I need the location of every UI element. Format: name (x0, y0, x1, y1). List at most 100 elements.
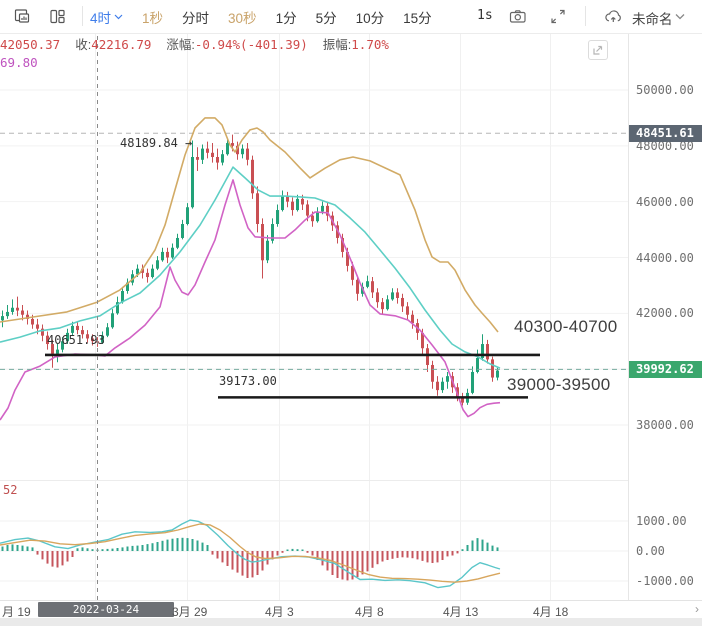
crosshair-date-tooltip: 2022-03-24 00:00:00 (38, 602, 174, 631)
candle-body (251, 159, 254, 194)
cloud-save-icon[interactable] (603, 7, 622, 26)
candle-body (291, 201, 294, 211)
candle-body (136, 268, 139, 275)
candle-body (1, 316, 4, 321)
x-axis-label: 4月 3 (265, 605, 294, 619)
candle-body (261, 224, 264, 261)
candle-body (446, 376, 449, 382)
y-axis-tick: 50000.00 (636, 83, 694, 97)
candle-body (496, 370, 499, 378)
candle-body (311, 215, 314, 222)
dif-line (0, 519, 501, 589)
chart-window-icon[interactable] (13, 7, 32, 26)
chevron-down-icon (114, 14, 123, 20)
candle-body (21, 310, 24, 315)
indicator-axis-tick: -1000.00 (636, 574, 694, 588)
timeframe-button-15分[interactable]: 15分 (403, 7, 432, 27)
candle-body (146, 272, 149, 278)
timeframe-button-10分[interactable]: 10分 (356, 7, 385, 27)
timeframe-label: 1分 (275, 10, 297, 26)
candle-body (286, 196, 289, 202)
resolution-label: 1s (477, 8, 493, 23)
candle-body (116, 302, 119, 314)
candle-body (256, 193, 259, 224)
fullscreen-icon[interactable] (548, 7, 567, 26)
candle-body (66, 332, 69, 342)
bottom-scroll-strip[interactable] (0, 618, 702, 626)
timeframe-button-30秒[interactable]: 30秒 (228, 7, 257, 27)
candle-body (156, 260, 159, 269)
change-field: 涨幅:-0.94%(-401.39) (166, 36, 307, 54)
marked-level-badge: 48451.61 (629, 125, 702, 143)
candle-body (491, 359, 494, 378)
candle-body (176, 237, 179, 248)
candle-body (376, 292, 379, 303)
candle-body (101, 335, 104, 343)
screenshot-camera-icon[interactable] (508, 7, 527, 26)
close-label: 收: (75, 38, 92, 52)
layout-name-button[interactable]: 未命名 (632, 8, 673, 28)
timeframe-label: 分时 (182, 10, 210, 26)
time-axis[interactable]: 2022-03-24 00:00:00 › 月 19 3月 29 4月 3 4月 8 4… (0, 600, 702, 631)
close-field: 收:42216.79 (75, 36, 151, 54)
indicator-axis-tick: 1000.00 (636, 514, 687, 528)
x-axis-label: 月 19 (2, 605, 31, 619)
chevron-down-icon[interactable] (675, 13, 694, 32)
candle-body (191, 157, 194, 208)
timeframe-button-1分[interactable]: 1分 (276, 7, 297, 27)
scroll-right-icon[interactable]: › (695, 602, 699, 616)
close-value: 42216.79 (91, 37, 152, 52)
timeframe-button-1秒[interactable]: 1秒 (142, 7, 163, 27)
timeframe-label: 10分 (355, 10, 385, 26)
candle-body (111, 313, 114, 328)
candle-body (226, 143, 229, 155)
popout-icon[interactable] (588, 40, 608, 60)
candle-body (211, 152, 214, 157)
timeframe-button-5分[interactable]: 5分 (316, 7, 337, 27)
toolbar: 4时 1秒 分时 30秒 1分 5分 10分 15分 1s 未命名 (0, 0, 702, 34)
candle-body (371, 281, 374, 293)
candle-body (471, 371, 474, 393)
candle-body (236, 145, 239, 155)
split-layout-icon[interactable] (48, 7, 67, 26)
candle-body (316, 211, 319, 222)
toolbar-divider (585, 6, 586, 26)
candle-body (356, 279, 359, 294)
candle-body (41, 328, 44, 336)
candle-body (296, 198, 299, 211)
x-axis-label: 4月 13 (443, 605, 479, 619)
change-value: -0.94%(-401.39) (194, 37, 308, 52)
indicator-axis-tick: 0.00 (636, 544, 665, 558)
candle-body (221, 154, 224, 163)
bollinger-middle-band (0, 166, 501, 369)
candle-body (391, 292, 394, 300)
candle-body (81, 330, 84, 335)
toolbar-divider (82, 6, 83, 26)
candle-body (486, 344, 489, 360)
chart-annotation: 40651.93 (47, 333, 105, 347)
candle-body (246, 148, 249, 160)
candle-body (51, 344, 54, 354)
candle-body (76, 325, 79, 331)
price-axis[interactable]: 50000.00 48000.00 46000.00 44000.00 42000.00… (628, 33, 702, 600)
candle-body (381, 302, 384, 310)
timeframe-group: 4时 1秒 分时 30秒 1分 5分 10分 15分 (90, 0, 432, 33)
candle-body (201, 148, 204, 160)
candle-body (161, 251, 164, 261)
y-axis-tick: 38000.00 (636, 418, 694, 432)
timeframe-button-4时[interactable]: 4时 (90, 7, 123, 27)
candle-body (231, 143, 234, 146)
x-axis-label: 3月 29 (172, 605, 208, 619)
price-info-bar: 42050.37 收:42216.79 涨幅:-0.94%(-401.39) 振… (0, 36, 389, 71)
y-axis-tick: 46000.00 (636, 194, 694, 209)
x-axis-label: 4月 18 (533, 605, 569, 619)
candle-body (281, 196, 284, 211)
y-axis-tick: 44000.00 (636, 250, 694, 265)
timeframe-button-分时[interactable]: 分时 (182, 7, 209, 27)
amplitude-label: 振幅: (322, 38, 352, 52)
indicator-value-2: 69.80 (0, 55, 38, 70)
y-axis-tick: 48000.00 (636, 138, 694, 153)
candle-body (16, 307, 19, 311)
candle-body (181, 224, 184, 238)
